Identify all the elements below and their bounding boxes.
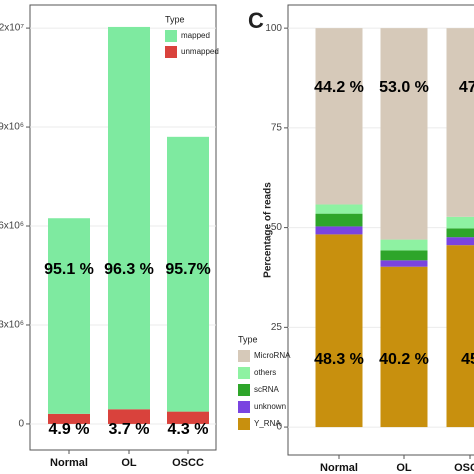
value-label: 4.3 % bbox=[168, 421, 209, 438]
value-label: 40.2 % bbox=[379, 351, 429, 368]
bar-segment bbox=[446, 216, 474, 229]
panel-label: C bbox=[248, 8, 264, 33]
value-label: 95.1 % bbox=[44, 261, 94, 278]
legend-label: others bbox=[254, 368, 276, 377]
bar-segment bbox=[315, 234, 363, 428]
bar-segment bbox=[380, 28, 428, 240]
bar-segment bbox=[108, 26, 150, 410]
legend-title: Type bbox=[238, 334, 258, 344]
legend-label: MicroRNA bbox=[254, 351, 291, 360]
y-axis-title: Percentage of reads bbox=[263, 182, 274, 278]
bar-segment bbox=[380, 266, 428, 428]
bar-segment bbox=[380, 260, 428, 267]
x-tick-label: OL bbox=[396, 462, 412, 474]
legend-label: mapped bbox=[181, 31, 210, 40]
bar-segment bbox=[48, 413, 90, 424]
bar-segment bbox=[446, 245, 474, 428]
legend-swatch bbox=[165, 30, 177, 42]
bar-segment bbox=[48, 218, 90, 414]
bar-segment bbox=[315, 213, 363, 227]
value-label: 47. bbox=[459, 79, 474, 96]
y-tick-label: 0 bbox=[18, 419, 24, 430]
y-tick-label: 2x10⁷ bbox=[0, 23, 24, 34]
bar-segment bbox=[167, 411, 209, 424]
y-tick-label: 75 bbox=[271, 123, 283, 134]
legend-label: unknown bbox=[254, 402, 286, 411]
x-tick-label: OL bbox=[121, 457, 137, 469]
y-tick-label: 9x10⁶ bbox=[0, 122, 24, 133]
y-tick-label: 0 bbox=[276, 422, 282, 433]
bar-segment bbox=[380, 250, 428, 261]
legend-title: Type bbox=[165, 14, 185, 24]
x-tick-label: OSCC bbox=[172, 457, 204, 469]
value-label: 4.9 % bbox=[49, 421, 90, 438]
bar-segment bbox=[108, 409, 150, 424]
y-tick-label: 50 bbox=[271, 222, 283, 233]
legend-label: scRNA bbox=[254, 385, 280, 394]
value-label: 3.7 % bbox=[109, 421, 150, 438]
bar-segment bbox=[315, 226, 363, 235]
bar-segment bbox=[167, 136, 209, 412]
value-label: 48.3 % bbox=[314, 351, 364, 368]
bar-segment bbox=[315, 28, 363, 205]
value-label: 45 bbox=[461, 351, 474, 368]
y-tick-label: 100 bbox=[265, 23, 282, 34]
legend-label: unmapped bbox=[181, 47, 219, 56]
value-label: 53.0 % bbox=[379, 79, 429, 96]
legend-swatch bbox=[238, 418, 250, 430]
value-label: 95.7% bbox=[165, 261, 210, 278]
y-tick-label: 3x10⁶ bbox=[0, 320, 24, 331]
value-label: 44.2 % bbox=[314, 79, 364, 96]
legend-label: Y_RNA bbox=[254, 419, 281, 428]
legend-swatch bbox=[238, 401, 250, 413]
legend-swatch bbox=[238, 367, 250, 379]
value-label: 96.3 % bbox=[104, 261, 154, 278]
bar-segment bbox=[446, 228, 474, 238]
legend-swatch bbox=[165, 46, 177, 58]
legend-swatch bbox=[238, 350, 250, 362]
bar-segment bbox=[315, 204, 363, 214]
y-tick-label: 6x10⁶ bbox=[0, 221, 24, 232]
legend-swatch bbox=[238, 384, 250, 396]
bar-segment bbox=[446, 28, 474, 217]
bar-segment bbox=[446, 237, 474, 246]
x-tick-label: Normal bbox=[50, 457, 88, 469]
bar-segment bbox=[380, 239, 428, 251]
x-tick-label: OSCC bbox=[454, 462, 474, 474]
x-tick-label: Normal bbox=[320, 462, 358, 474]
y-tick-label: 25 bbox=[271, 322, 283, 333]
